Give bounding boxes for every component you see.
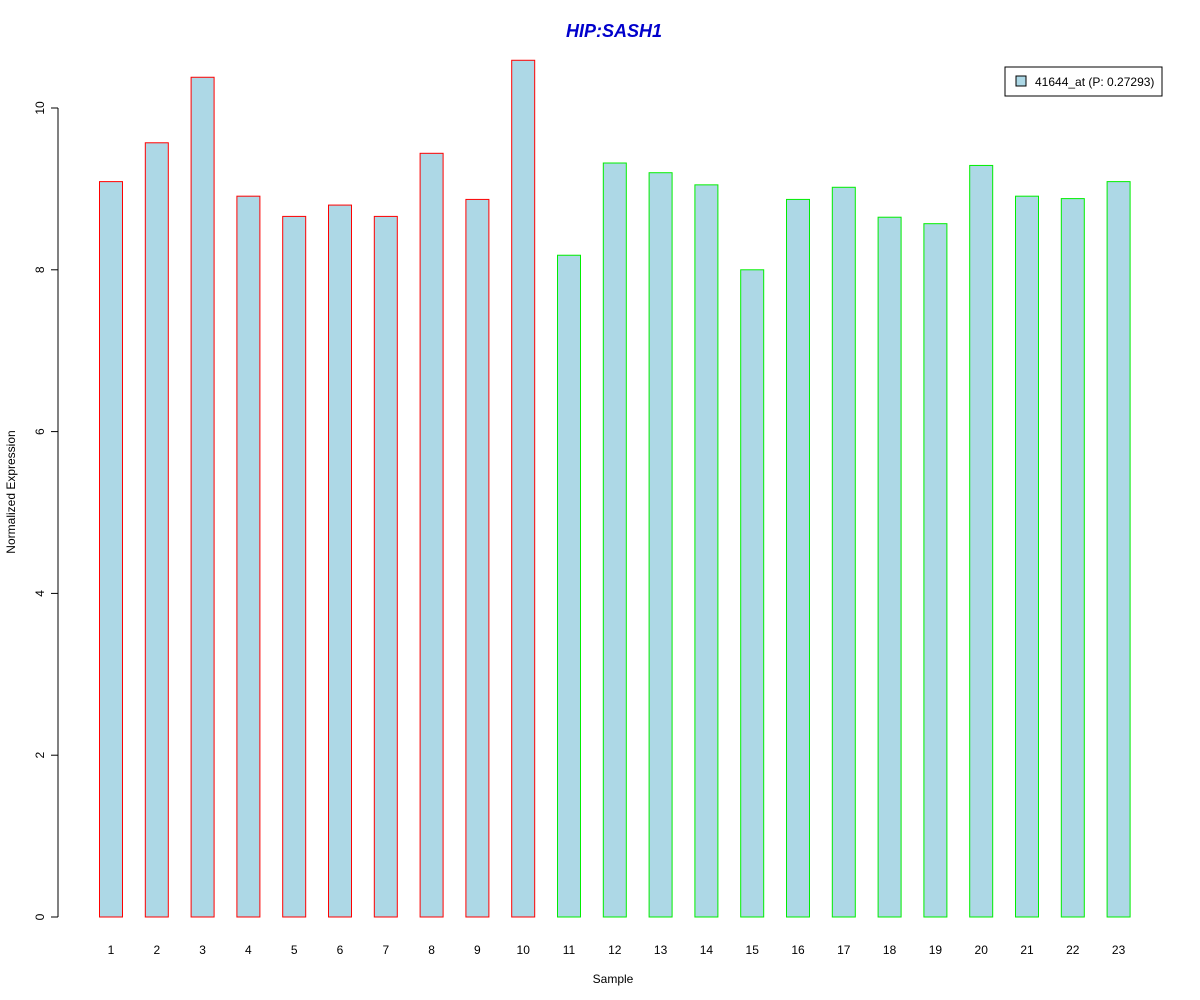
x-tick-label: 18	[883, 943, 897, 957]
y-axis-label: Normalized Expression	[4, 430, 18, 553]
x-tick-label: 19	[929, 943, 943, 957]
x-tick-label: 1	[108, 943, 115, 957]
x-tick-label: 8	[428, 943, 435, 957]
bar-sample-17	[831, 186, 856, 918]
x-tick-label: 6	[337, 943, 344, 957]
y-tick-label: 10	[33, 101, 47, 115]
x-tick-label: 20	[975, 943, 989, 957]
bar-sample-1	[99, 181, 123, 918]
y-tick-label: 4	[33, 590, 47, 597]
x-tick-label: 23	[1112, 943, 1126, 957]
x-tick-label: 12	[608, 943, 622, 957]
x-tick-label: 14	[700, 943, 714, 957]
y-tick-label: 2	[33, 752, 47, 759]
bar-sample-13	[648, 172, 673, 918]
x-tick-label: 10	[517, 943, 531, 957]
bar-sample-11	[557, 254, 581, 918]
x-axis-label: Sample	[593, 972, 634, 986]
bar-sample-9	[465, 198, 490, 918]
bar-sample-6	[328, 204, 352, 918]
legend-label: 41644_at (P: 0.27293)	[1035, 75, 1154, 89]
x-tick-label: 13	[654, 943, 668, 957]
x-tick-label: 7	[382, 943, 389, 957]
bar-sample-23	[1106, 181, 1131, 918]
bar-sample-15	[740, 269, 765, 918]
bar-sample-3	[190, 76, 215, 918]
legend-swatch	[1015, 75, 1027, 87]
bar-sample-16	[786, 198, 810, 918]
y-tick-label: 6	[33, 428, 47, 435]
bar-sample-18	[877, 216, 902, 918]
bars	[99, 59, 1131, 918]
bar-sample-22	[1060, 198, 1085, 918]
x-tick-label: 17	[837, 943, 851, 957]
x-tick-label: 11	[563, 943, 576, 957]
x-tick-label: 5	[291, 943, 298, 957]
y-tick-label: 0	[33, 913, 47, 920]
y-axis: 0 2 4 6 8 10	[33, 101, 59, 920]
x-tick-label: 16	[791, 943, 805, 957]
x-tick-label: 21	[1020, 943, 1034, 957]
bar-sample-12	[602, 162, 627, 918]
bar-sample-21	[1015, 195, 1039, 918]
y-tick-label: 8	[33, 266, 47, 273]
x-tick-label: 15	[746, 943, 760, 957]
x-tick-labels: 1 2 3 4 5 6 7 8 9 10 11 12 13 14 15 16 17 18 19 20 21 22 23	[108, 943, 1126, 957]
chart-title: HIP:SASH1	[566, 21, 662, 41]
bar-sample-14	[694, 184, 719, 918]
x-tick-label: 3	[199, 943, 206, 957]
bar-sample-7	[373, 215, 398, 918]
bar-sample-19	[923, 223, 948, 918]
legend-box	[1004, 66, 1163, 97]
bar-sample-2	[144, 142, 169, 918]
x-tick-label: 2	[153, 943, 160, 957]
bar-sample-20	[969, 164, 994, 918]
bar-sample-4	[236, 195, 261, 918]
x-tick-label: 4	[245, 943, 252, 957]
bar-sample-10	[511, 59, 536, 918]
bar-sample-8	[419, 152, 444, 918]
bar-sample-5	[282, 215, 307, 918]
x-tick-label: 22	[1066, 943, 1080, 957]
legend: 41644_at (P: 0.27293)	[1004, 66, 1163, 97]
x-tick-label: 9	[474, 943, 481, 957]
